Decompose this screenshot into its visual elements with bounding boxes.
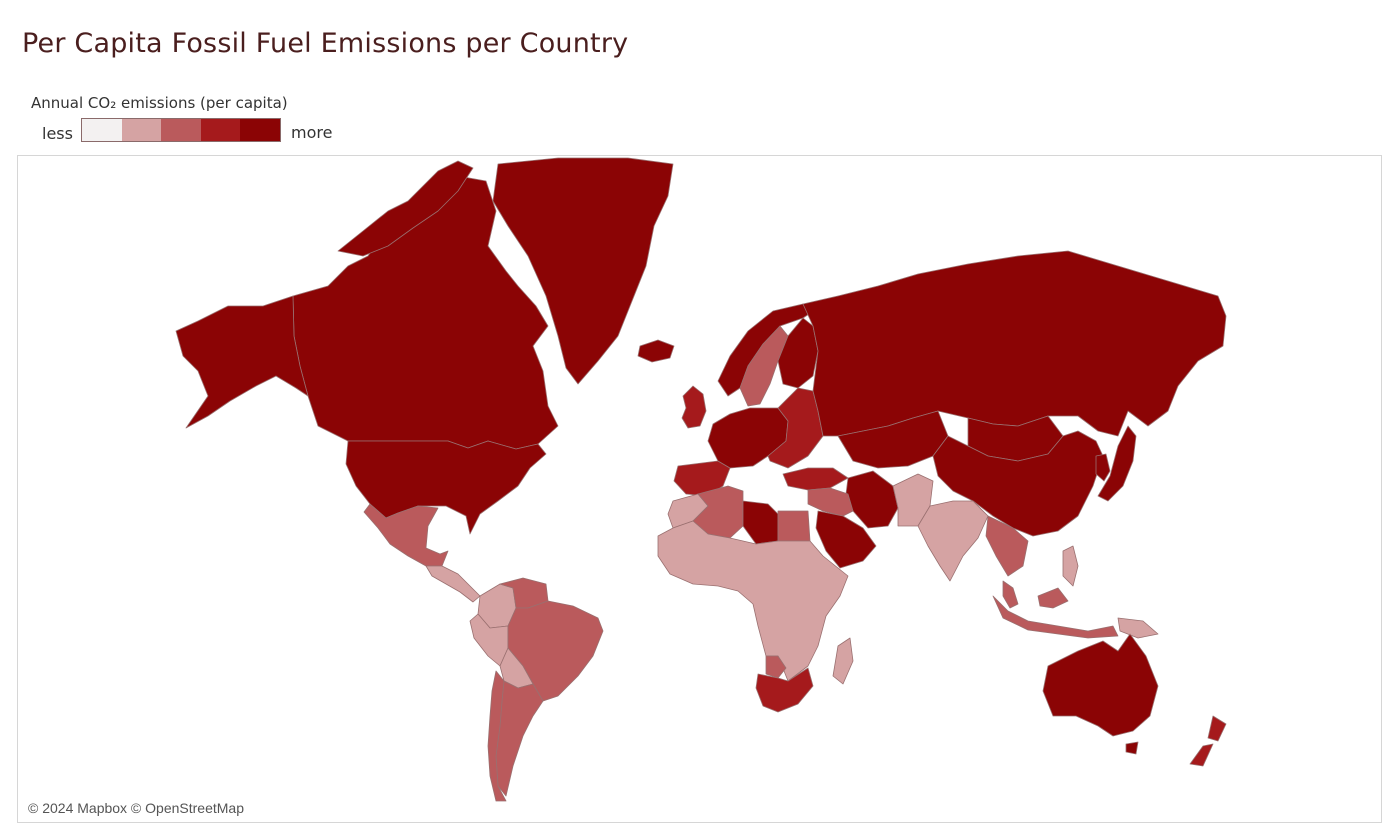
legend-swatch-3 xyxy=(161,119,201,141)
region-libya[interactable] xyxy=(742,500,779,545)
region-chile[interactable] xyxy=(487,670,507,802)
region-middle-east[interactable] xyxy=(807,487,854,517)
legend-color-scale xyxy=(81,118,281,142)
region-mexico[interactable] xyxy=(363,503,449,567)
region-southeast-asia[interactable] xyxy=(985,515,1029,577)
region-south-africa[interactable] xyxy=(755,667,814,713)
legend-swatch-4 xyxy=(200,119,241,141)
region-eastern-europe[interactable] xyxy=(767,387,824,469)
region-japan[interactable] xyxy=(1097,425,1137,502)
region-philippines[interactable] xyxy=(1062,545,1079,587)
region-russia[interactable] xyxy=(802,250,1227,437)
region-new-zealand[interactable] xyxy=(1189,715,1227,767)
region-botswana[interactable] xyxy=(765,655,787,679)
legend-swatch-5 xyxy=(240,119,280,141)
legend-swatch-2 xyxy=(121,119,162,141)
region-india[interactable] xyxy=(917,500,989,582)
region-argentina[interactable] xyxy=(495,680,544,797)
region-indonesia[interactable] xyxy=(992,595,1119,639)
legend-low-label: less xyxy=(42,124,73,143)
region-greenland[interactable] xyxy=(492,157,674,385)
region-saudi-arabia[interactable] xyxy=(815,510,877,569)
legend-swatch-1 xyxy=(82,119,122,141)
region-sub-saharan-africa[interactable] xyxy=(657,520,849,682)
region-tasmania[interactable] xyxy=(1125,741,1139,755)
region-alaska[interactable] xyxy=(175,295,309,429)
page-title: Per Capita Fossil Fuel Emissions per Cou… xyxy=(22,28,629,59)
region-papua-new-guinea[interactable] xyxy=(1117,617,1159,639)
region-central-america[interactable] xyxy=(425,565,481,603)
region-canada-islands[interactable] xyxy=(337,160,474,257)
region-iran[interactable] xyxy=(845,470,899,529)
region-egypt[interactable] xyxy=(777,510,811,542)
region-iceland[interactable] xyxy=(637,339,675,363)
region-korea[interactable] xyxy=(1095,453,1111,482)
map-attribution[interactable]: © 2024 Mapbox © OpenStreetMap xyxy=(28,800,244,816)
region-uk[interactable] xyxy=(681,385,707,429)
legend-high-label: more xyxy=(291,123,333,142)
region-madagascar[interactable] xyxy=(832,637,854,685)
map-view[interactable]: © 2024 Mapbox © OpenStreetMap xyxy=(17,155,1382,823)
region-finland[interactable] xyxy=(777,317,819,389)
region-malaysia[interactable] xyxy=(1002,580,1069,609)
region-australia[interactable] xyxy=(1042,633,1159,737)
legend-title: Annual CO₂ emissions (per capita) xyxy=(31,94,288,112)
world-map[interactable] xyxy=(18,156,1381,822)
region-turkey[interactable] xyxy=(782,467,849,491)
